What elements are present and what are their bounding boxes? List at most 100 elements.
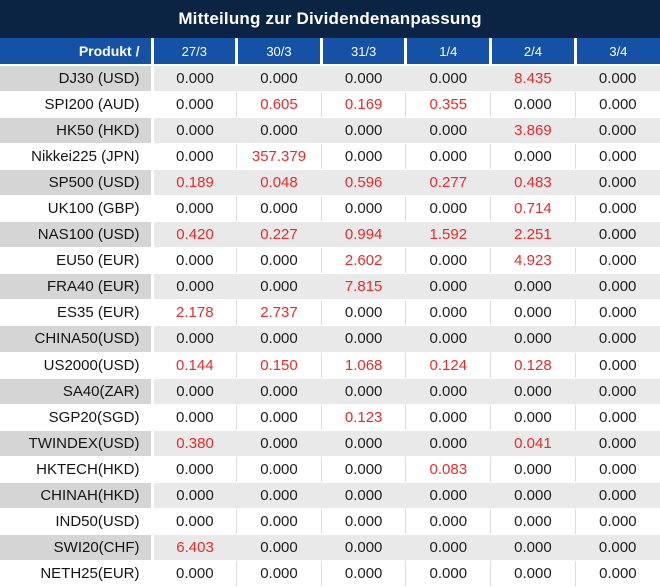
value-cell: 0.000: [575, 117, 660, 144]
value-cell: 0.124: [405, 352, 491, 379]
value-cell: 0.000: [490, 378, 576, 405]
value-cell: 0.000: [152, 143, 237, 170]
product-cell: DJ30 (USD): [0, 65, 154, 92]
value-cell: 0.000: [490, 143, 576, 170]
value-cell: 0.000: [236, 195, 322, 223]
product-cell: SA40(ZAR): [0, 378, 154, 405]
table-row: NAS100 (USD) 0.420 0.227 0.994 1.592 2.251 0.0…: [0, 221, 660, 249]
value-cell: 0.000: [575, 534, 660, 562]
value-cell: 0.000: [321, 65, 406, 92]
value-cell: 0.000: [321, 534, 406, 562]
value-cell: 0.000: [575, 273, 660, 301]
table-row: HK50 (HKD) 0.000 0.000 0.000 0.000 3.869 0.000: [0, 117, 660, 144]
value-cell: 0.000: [405, 299, 491, 327]
value-cell: 0.000: [236, 325, 322, 353]
value-cell: 0.000: [152, 508, 237, 536]
value-cell: 0.000: [490, 273, 576, 301]
value-cell: 0.000: [236, 273, 322, 301]
product-cell: ES35 (EUR): [0, 299, 154, 327]
value-cell: 0.000: [574, 247, 660, 275]
date-column-header: 3/4: [573, 38, 660, 66]
value-cell: 0.000: [236, 117, 322, 144]
value-cell: 0.000: [405, 560, 491, 587]
value-cell: 0.355: [405, 91, 491, 118]
value-cell: 0.000: [575, 378, 660, 405]
value-cell: 0.994: [321, 221, 406, 249]
value-cell: 0.000: [405, 404, 491, 431]
value-cell: 0.123: [320, 404, 406, 431]
value-cell: 7.815: [321, 273, 406, 301]
page-title: Mitteilung zur Dividendenanpassung: [0, 0, 660, 38]
value-cell: 0.000: [405, 247, 491, 275]
table-body: DJ30 (USD) 0.000 0.000 0.000 0.000 8.435 0.000…: [0, 65, 660, 587]
value-cell: 0.000: [152, 482, 237, 510]
value-cell: 0.000: [575, 65, 660, 92]
value-cell: 0.048: [236, 169, 322, 196]
date-column-header: 1/4: [404, 38, 491, 66]
value-cell: 0.000: [575, 430, 660, 457]
value-cell: 0.000: [574, 352, 660, 379]
value-cell: 2.178: [152, 299, 237, 327]
value-cell: 0.000: [575, 221, 660, 249]
table-row: CHINA50(USD) 0.000 0.000 0.000 0.000 0.000 0.0…: [0, 325, 660, 353]
table-row: CHINAH(HKD) 0.000 0.000 0.000 0.000 0.000 0.00…: [0, 482, 660, 510]
table-row: HKTECH(HKD) 0.000 0.000 0.000 0.083 0.000 0.00…: [0, 456, 660, 484]
date-column-header: 30/3: [235, 38, 322, 66]
value-cell: 2.251: [490, 221, 576, 249]
value-cell: 0.000: [490, 508, 576, 536]
value-cell: 0.380: [152, 430, 237, 457]
value-cell: 0.000: [236, 560, 322, 587]
value-cell: 0.000: [405, 117, 491, 144]
value-cell: 0.000: [405, 65, 491, 92]
value-cell: 0.000: [152, 378, 237, 405]
value-cell: 0.000: [320, 143, 406, 170]
value-cell: 0.483: [490, 169, 576, 196]
value-cell: 0.000: [152, 273, 237, 301]
value-cell: 0.000: [490, 456, 576, 484]
value-cell: 0.000: [490, 482, 576, 510]
value-cell: 0.605: [236, 91, 322, 118]
value-cell: 0.000: [574, 560, 660, 587]
value-cell: 0.000: [574, 91, 660, 118]
value-cell: 0.000: [490, 325, 576, 353]
value-cell: 0.000: [321, 430, 406, 457]
value-cell: 0.000: [152, 247, 237, 275]
value-cell: 0.000: [320, 508, 406, 536]
value-cell: 0.041: [490, 430, 576, 457]
value-cell: 0.000: [152, 91, 237, 118]
value-cell: 0.000: [152, 404, 237, 431]
value-cell: 0.128: [490, 352, 576, 379]
value-cell: 0.000: [152, 456, 237, 484]
value-cell: 0.000: [575, 169, 660, 196]
value-cell: 0.420: [152, 221, 237, 249]
value-cell: 0.000: [320, 456, 406, 484]
value-cell: 0.000: [490, 91, 576, 118]
value-cell: 0.000: [575, 482, 660, 510]
table-row: SGP20(SGD) 0.000 0.000 0.123 0.000 0.000 0.000: [0, 404, 660, 431]
value-cell: 0.169: [320, 91, 406, 118]
product-cell: SP500 (USD): [0, 169, 154, 196]
value-cell: 0.000: [152, 195, 237, 223]
value-cell: 0.000: [152, 117, 237, 144]
product-cell: SPI200 (AUD): [0, 91, 154, 118]
value-cell: 0.000: [405, 325, 491, 353]
value-cell: 1.068: [320, 352, 406, 379]
value-cell: 357.379: [236, 143, 322, 170]
value-cell: 0.000: [321, 482, 406, 510]
value-cell: 0.000: [152, 560, 237, 587]
product-cell: UK100 (GBP): [0, 195, 154, 223]
value-cell: 0.000: [320, 195, 406, 223]
value-cell: 0.000: [320, 299, 406, 327]
table-row: ES35 (EUR) 2.178 2.737 0.000 0.000 0.000 0.000: [0, 299, 660, 327]
value-cell: 0.000: [321, 325, 406, 353]
value-cell: 0.000: [152, 65, 237, 92]
value-cell: 0.000: [405, 430, 491, 457]
value-cell: 0.714: [490, 195, 576, 223]
value-cell: 0.144: [152, 352, 237, 379]
date-column-header: 31/3: [319, 38, 406, 66]
value-cell: 0.083: [405, 456, 491, 484]
value-cell: 0.000: [236, 456, 322, 484]
product-cell: FRA40 (EUR): [0, 273, 154, 301]
value-cell: 0.000: [236, 65, 322, 92]
table-row: FRA40 (EUR) 0.000 0.000 7.815 0.000 0.000 0.00…: [0, 273, 660, 301]
